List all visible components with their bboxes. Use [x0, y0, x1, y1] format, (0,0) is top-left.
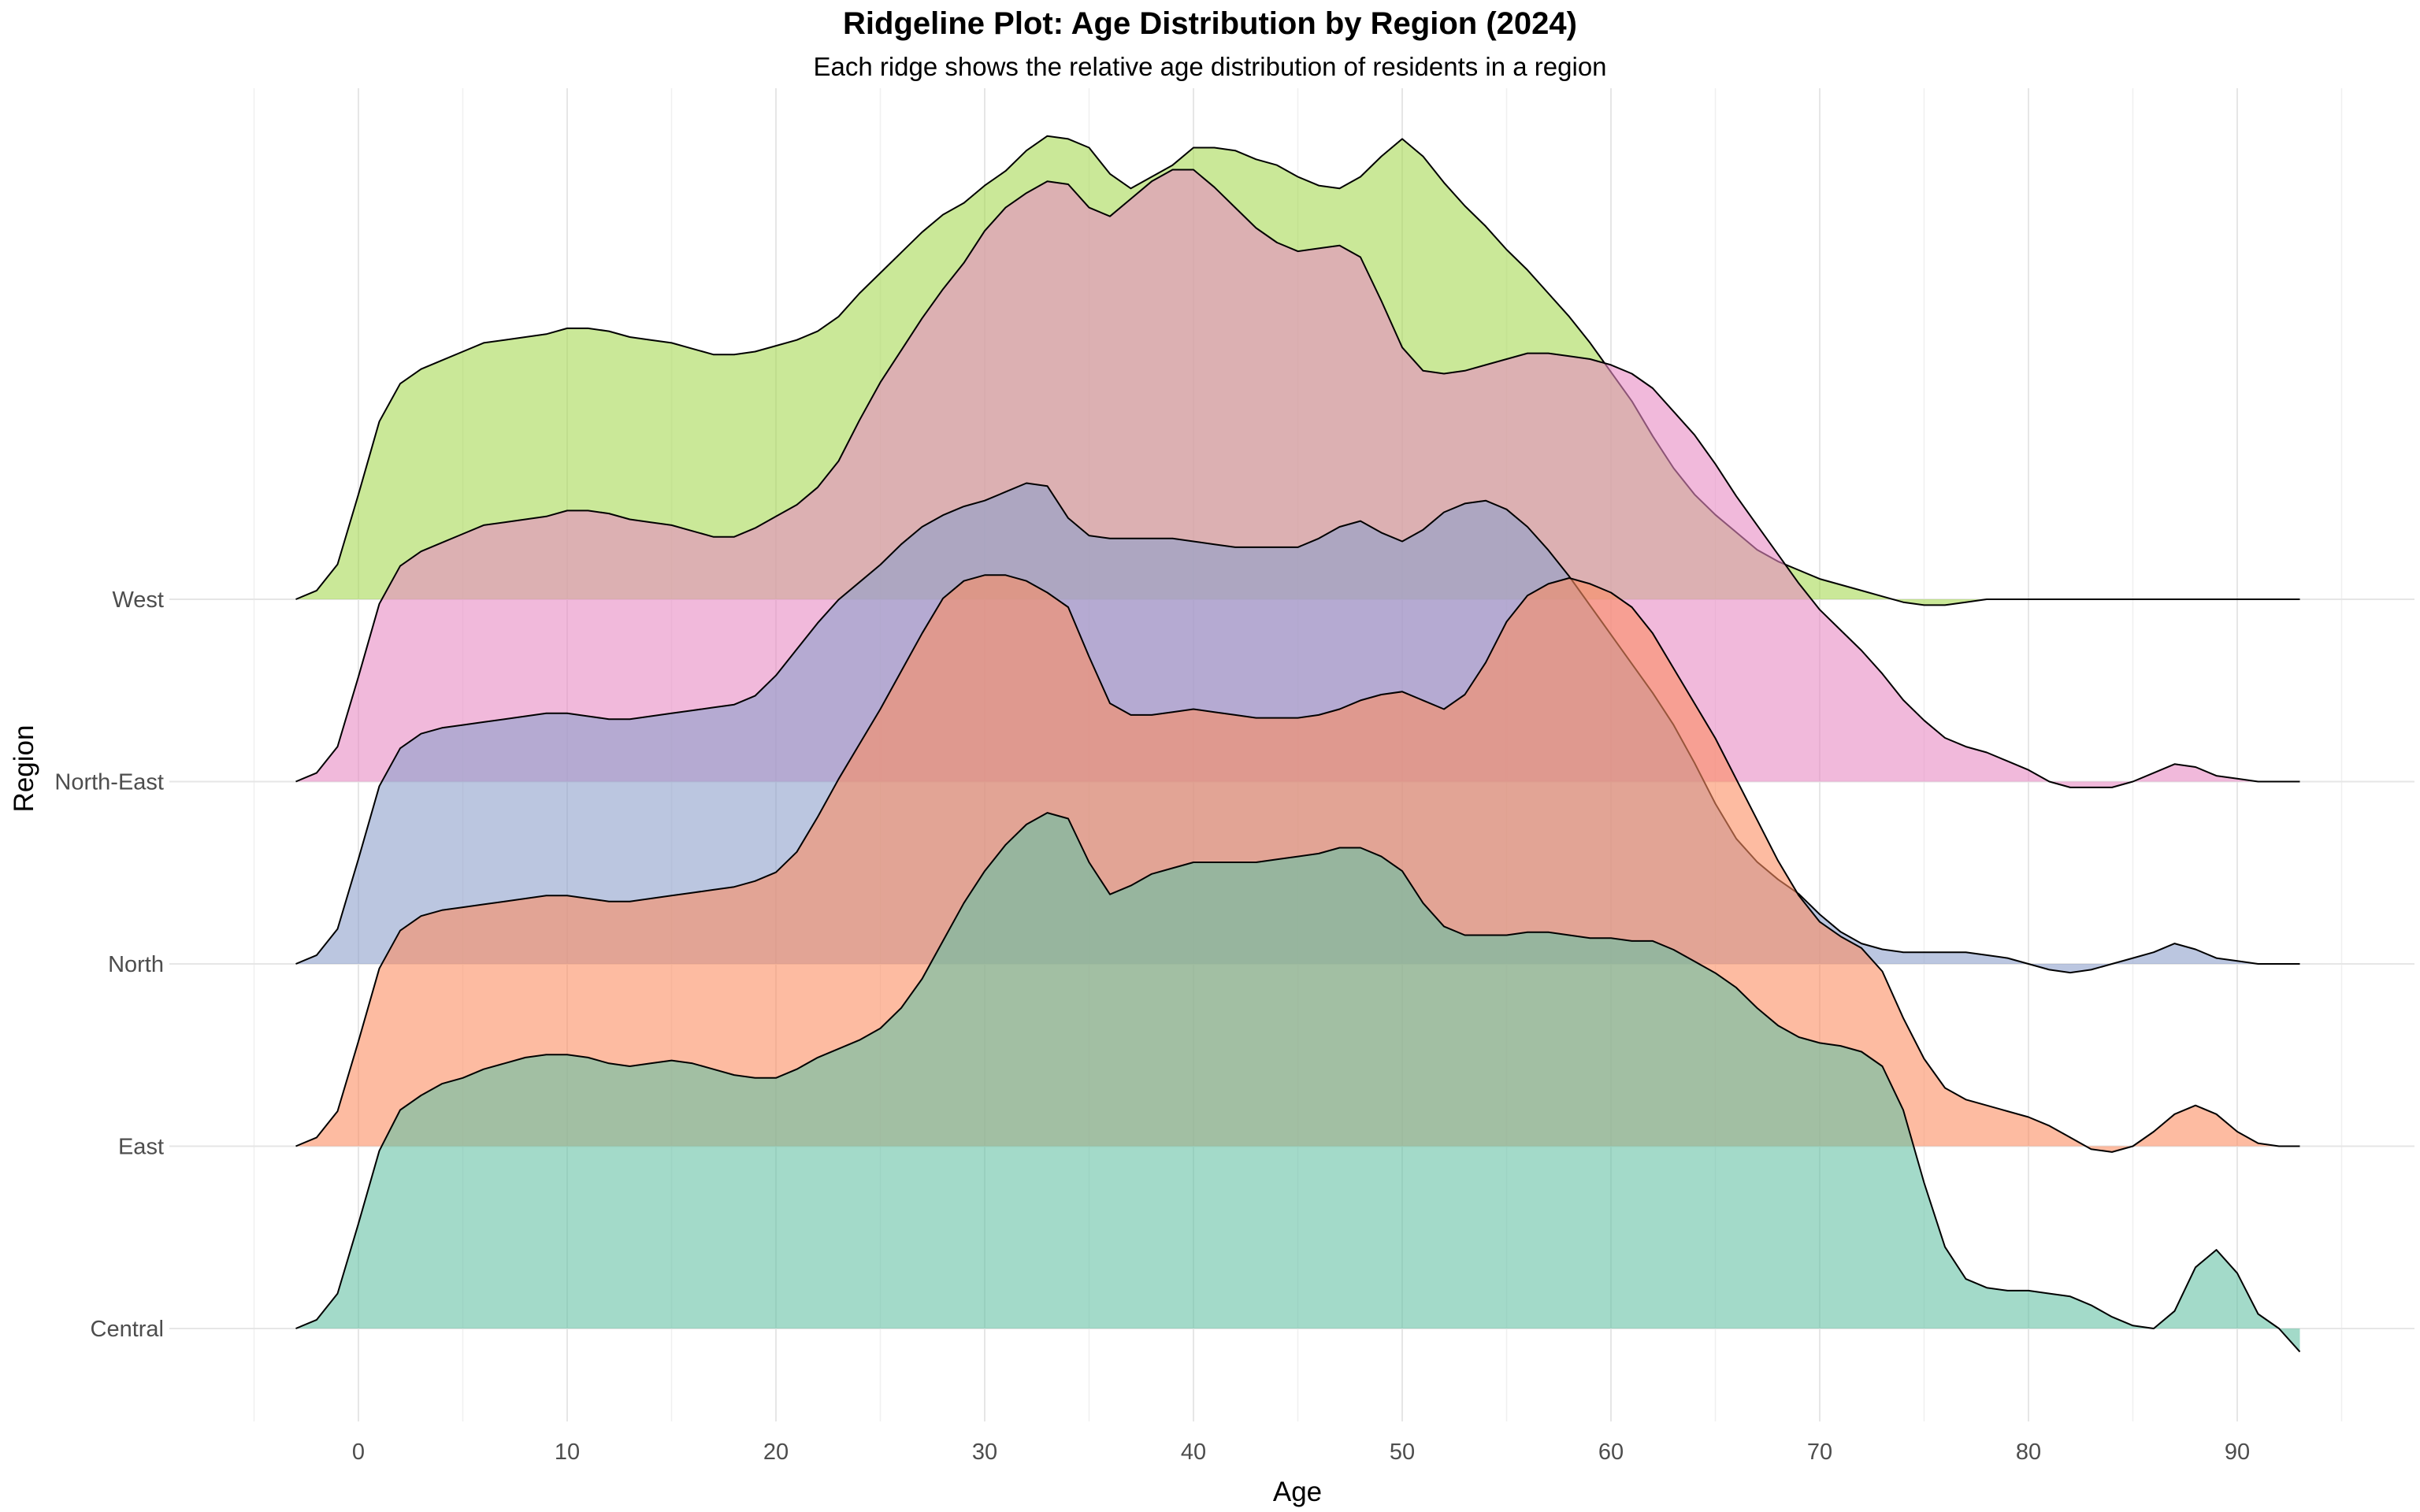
x-tick-label: 80 — [2016, 1440, 2041, 1465]
ridge-area-north-east — [295, 169, 2300, 788]
x-tick-label: 60 — [1598, 1440, 1624, 1465]
ridge-outline-north-east — [295, 169, 2300, 788]
y-tick-label: North-East — [54, 770, 164, 795]
x-tick-label: 20 — [763, 1440, 789, 1465]
ridge-outline-east — [295, 574, 2300, 1153]
x-axis-title: Age — [1273, 1477, 1322, 1507]
chart-title: Ridgeline Plot: Age Distribution by Regi… — [843, 6, 1577, 41]
y-tick-label: West — [112, 587, 164, 613]
x-tick-label: 50 — [1390, 1440, 1415, 1465]
y-tick-label: Central — [91, 1317, 165, 1342]
chart-subtitle: Each ridge shows the relative age distri… — [813, 52, 1607, 81]
ridge-outline-north — [295, 482, 2300, 974]
x-tick-label: 90 — [2225, 1440, 2250, 1465]
ridge-outline-west — [295, 135, 2300, 606]
x-tick-label: 30 — [972, 1440, 997, 1465]
x-tick-label: 40 — [1181, 1440, 1206, 1465]
y-tick-label: East — [118, 1135, 164, 1160]
ridge-outline-central — [295, 812, 2301, 1353]
x-tick-label: 10 — [555, 1440, 580, 1465]
x-tick-label: 0 — [352, 1440, 365, 1465]
ridge-area-central — [295, 813, 2300, 1352]
x-tick-label: 70 — [1807, 1440, 1832, 1465]
y-tick-label: North — [108, 952, 164, 977]
y-axis-title: Region — [9, 725, 39, 813]
